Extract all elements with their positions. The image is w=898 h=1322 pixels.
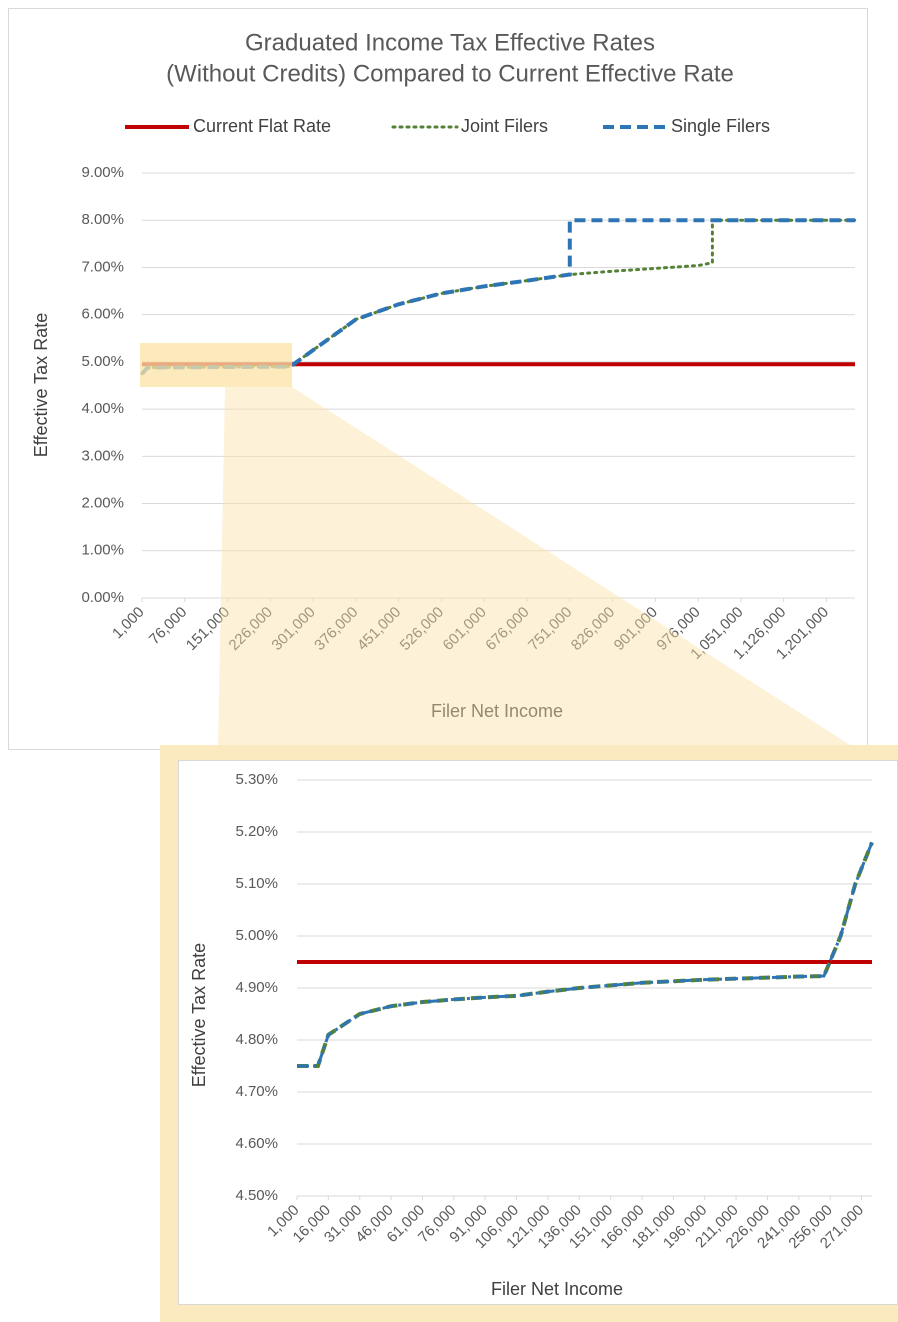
chart-title: Graduated Income Tax Effective Rates xyxy=(245,29,655,56)
y-tick-label: 8.00% xyxy=(81,211,124,228)
y-tick-label: 5.00% xyxy=(81,353,124,370)
y-tick-label: 6.00% xyxy=(81,306,124,323)
y-tick-label: 5.10% xyxy=(235,875,278,892)
legend-label: Single Filers xyxy=(671,116,770,136)
y-axis-label: Effective Tax Rate xyxy=(31,313,51,457)
series-line xyxy=(297,841,874,1068)
y-tick-label: 2.00% xyxy=(81,495,124,512)
zoom-connector xyxy=(140,343,850,745)
y-tick-label: 4.90% xyxy=(235,979,278,996)
y-tick-label: 5.30% xyxy=(235,771,278,788)
y-tick-label: 7.00% xyxy=(81,258,124,275)
legend-label: Joint Filers xyxy=(461,116,548,136)
y-tick-label: 4.80% xyxy=(235,1031,278,1048)
zoom-highlight xyxy=(140,343,292,387)
y-tick-label: 4.50% xyxy=(235,1187,278,1204)
legend-label: Current Flat Rate xyxy=(193,116,331,136)
chart-title: (Without Credits) Compared to Current Ef… xyxy=(166,60,734,87)
x-axis-label: Filer Net Income xyxy=(431,701,563,721)
y-tick-label: 5.00% xyxy=(235,927,278,944)
inset-panel xyxy=(178,760,898,1305)
y-tick-label: 4.00% xyxy=(81,400,124,417)
y-tick-label: 9.00% xyxy=(81,164,124,181)
y-tick-label: 3.00% xyxy=(81,447,124,464)
x-axis-label: Filer Net Income xyxy=(491,1279,623,1299)
y-axis-label: Effective Tax Rate xyxy=(189,943,209,1087)
y-tick-label: 4.70% xyxy=(235,1083,278,1100)
y-tick-label: 1.00% xyxy=(81,542,124,559)
series-line xyxy=(140,218,857,376)
y-tick-label: 4.60% xyxy=(235,1135,278,1152)
y-tick-label: 5.20% xyxy=(235,823,278,840)
series-line xyxy=(140,218,855,376)
y-tick-label: 0.00% xyxy=(81,589,124,606)
